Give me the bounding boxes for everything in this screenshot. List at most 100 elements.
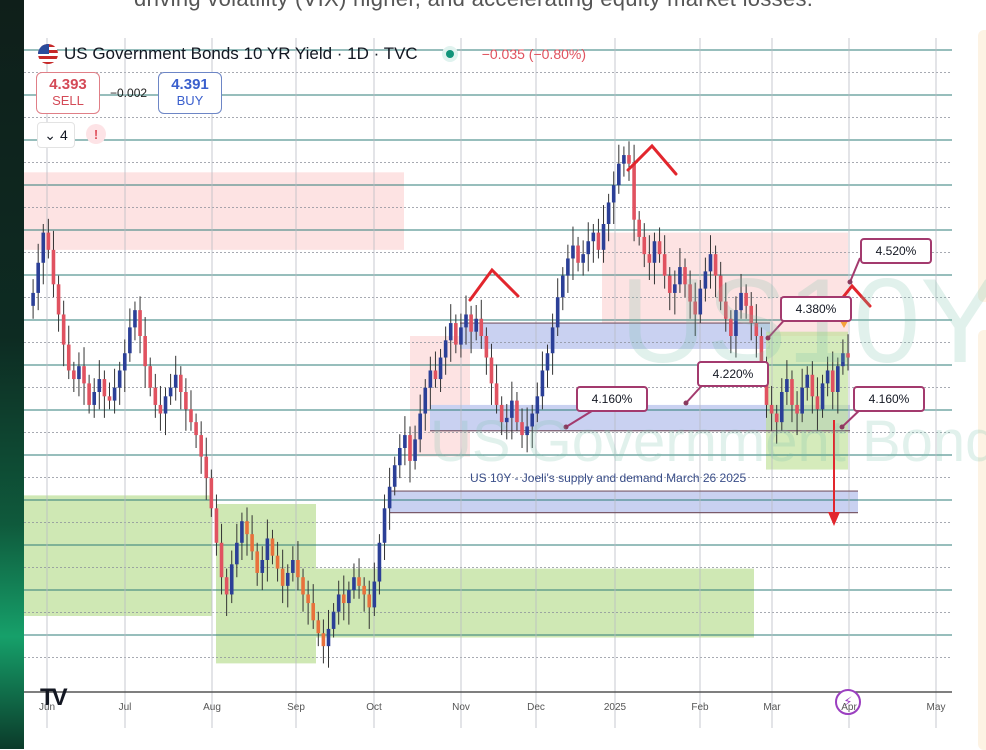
peak-marker-icon[interactable] [468, 267, 520, 302]
indicators-count: 4 [59, 127, 68, 143]
candle-body [576, 245, 580, 263]
price-marker-icon [840, 321, 848, 328]
candle-body [219, 542, 224, 578]
candle-body [703, 271, 708, 289]
candle-body [51, 249, 56, 285]
candle-body [153, 387, 158, 405]
candle-body [525, 426, 529, 436]
candle-body [632, 163, 636, 220]
chevron-down-icon: ⌄ [44, 126, 56, 143]
callout-4520[interactable]: 4.520% [860, 238, 932, 264]
candle-body [321, 633, 326, 647]
anchor-dot-icon[interactable] [847, 279, 853, 285]
background-left-strip [0, 0, 24, 749]
arrowhead-icon [828, 512, 840, 526]
candle-body [214, 508, 219, 543]
candle-body [377, 542, 382, 582]
candle-body [341, 594, 346, 604]
side-card [978, 330, 986, 750]
candle-body [428, 370, 433, 388]
candle-body [408, 435, 412, 461]
candle-body [489, 357, 494, 384]
candle-body [530, 413, 535, 427]
candle-body [82, 366, 86, 384]
time-axis-label: Mar [763, 702, 781, 713]
candle-body [846, 353, 850, 358]
sell-label: SELL [52, 93, 84, 108]
candle-body [698, 288, 703, 315]
callout-4160-right[interactable]: 4.160% [853, 386, 925, 412]
candle-body [591, 232, 596, 242]
candle-body [306, 594, 310, 604]
candle-body [438, 357, 443, 380]
callout-4160-left[interactable]: 4.160% [576, 386, 648, 412]
candle-body [448, 323, 453, 341]
candle-body [112, 387, 117, 401]
candle-body [418, 413, 422, 440]
symbol-legend[interactable]: US Government Bonds 10 YR Yield · 1D · T… [38, 44, 586, 64]
candle-body [138, 310, 142, 336]
candle-body [479, 318, 484, 336]
buy-price: 4.391 [171, 76, 209, 93]
warning-icon[interactable]: ! [86, 124, 106, 144]
candle-body [606, 202, 611, 224]
candle-body [275, 555, 280, 569]
price-change: −0.035 (−0.80%) [481, 46, 586, 62]
candle-body [718, 275, 723, 302]
candle-body [657, 241, 662, 255]
candle-body [209, 478, 214, 509]
candle-body [352, 577, 356, 591]
candle-body [255, 551, 259, 573]
candle-body [841, 353, 845, 367]
candle-body [204, 456, 209, 479]
candle-body [285, 572, 290, 586]
tradingview-logo[interactable]: TV [40, 684, 68, 711]
candle-body [367, 594, 372, 608]
candle-body [362, 585, 366, 595]
candle-body [143, 336, 147, 367]
candle-body [805, 374, 810, 388]
candle-body [622, 155, 626, 164]
candle-body [347, 590, 351, 604]
anchor-dot-icon[interactable] [839, 424, 845, 430]
demand-zone [24, 495, 212, 616]
candle-body [596, 232, 601, 250]
candle-body [815, 396, 820, 410]
candle-body [494, 383, 499, 405]
indicators-toggle-button[interactable]: ⌄ 4 [37, 122, 75, 148]
anchor-dot-icon[interactable] [683, 400, 689, 406]
sell-button[interactable]: 4.393 SELL [36, 72, 100, 114]
candle-body [550, 327, 555, 354]
candle-body [744, 292, 748, 306]
chart-pane[interactable] [24, 38, 952, 728]
callout-4220[interactable]: 4.220% [697, 361, 769, 387]
peak-marker-icon[interactable] [626, 143, 678, 176]
anchor-dot-icon[interactable] [563, 424, 569, 430]
candle-body [61, 314, 66, 345]
buy-button[interactable]: 4.391 BUY [158, 72, 222, 114]
candle-body [474, 318, 478, 332]
time-axis[interactable]: Jun Jul Aug Sep Oct Nov Dec 2025 Feb Mar Apr May [24, 692, 952, 728]
candle-body [723, 301, 728, 319]
candle-body [250, 534, 254, 552]
candle-body [566, 258, 570, 276]
candle-body [581, 254, 585, 263]
candle-body [759, 336, 764, 371]
candle-body [683, 267, 687, 285]
candle-body [423, 387, 428, 414]
candle-body [168, 387, 173, 397]
market-open-dot-icon [445, 50, 454, 58]
candlestick-chart[interactable] [24, 38, 952, 728]
candle-body [36, 262, 40, 293]
candle-body [667, 275, 672, 293]
candle-body [617, 163, 621, 186]
candle-body [560, 275, 565, 298]
candle-body [454, 323, 458, 345]
lightning-icon[interactable]: ⚡ [835, 689, 861, 715]
candle-body [270, 538, 275, 556]
callout-4380[interactable]: 4.380% [780, 296, 852, 322]
candle-body [117, 370, 122, 388]
candle-body [413, 439, 417, 461]
candle-body [326, 628, 331, 647]
anchor-dot-icon[interactable] [765, 335, 771, 341]
